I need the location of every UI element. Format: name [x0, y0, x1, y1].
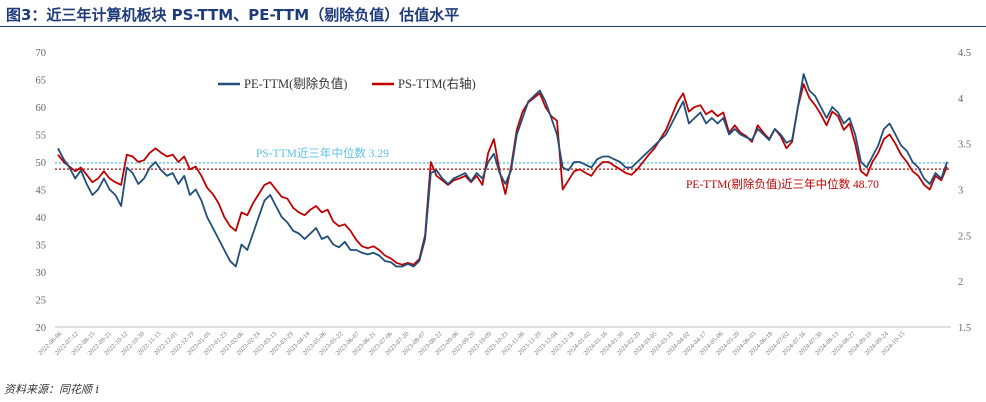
y-left-axis: 20 25 30 35 40 45 50 55 60 65 70: [36, 48, 47, 334]
x-axis: 2022-06-062022-07-122022-08-152022-09-21…: [37, 330, 906, 357]
y-right-tick-label: 4.5: [958, 48, 971, 59]
y-left-tick-label: 55: [36, 131, 47, 142]
legend-label-ps: PS-TTM(右轴): [398, 76, 476, 91]
y-left-tick-label: 70: [36, 48, 47, 59]
y-right-tick-label: 3.5: [958, 140, 971, 151]
y-right-tick-label: 2.5: [958, 231, 971, 242]
y-left-tick-label: 45: [36, 186, 47, 197]
series-line-pe-ttm: [57, 73, 948, 268]
y-right-tick-label: 1.5: [958, 323, 971, 334]
legend: PE-TTM(剔除负值) PS-TTM(右轴): [218, 76, 476, 91]
pe-median-annotation: PE-TTM(剔除负值)近三年中位数 48.70: [686, 177, 879, 191]
y-left-tick-label: 35: [36, 241, 47, 252]
y-left-tick-label: 25: [36, 296, 47, 307]
y-right-tick-label: 3: [958, 186, 963, 197]
y-right-tick-label: 2: [958, 277, 963, 288]
y-left-tick-label: 30: [36, 268, 47, 279]
ps-median-annotation: PS-TTM近三年中位数 3.29: [256, 146, 389, 160]
y-left-tick-label: 65: [36, 76, 47, 87]
legend-label-pe: PE-TTM(剔除负值): [244, 76, 347, 91]
title-divider: [0, 26, 986, 27]
y-right-tick-label: 4: [958, 94, 964, 105]
source-note: 资料来源：同花顺 i: [4, 383, 100, 396]
page-title: 图3：近三年计算机板块 PS-TTM、PE-TTM（剔除负值）估值水平: [6, 6, 460, 24]
y-left-tick-label: 50: [36, 158, 47, 169]
y-left-tick-label: 40: [36, 213, 47, 224]
y-left-tick-label: 20: [36, 323, 47, 334]
series-line-ps-ttm: [57, 83, 948, 266]
y-left-tick-label: 60: [36, 103, 47, 114]
y-right-axis: 1.5 2 2.5 3 3.5 4 4.5: [958, 48, 971, 334]
